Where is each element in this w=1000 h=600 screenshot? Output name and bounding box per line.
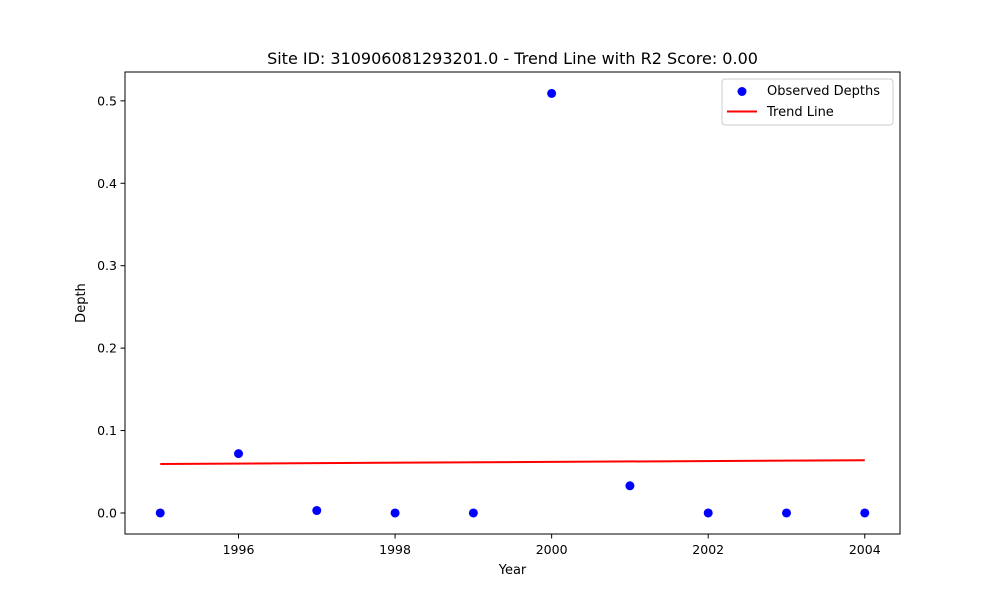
legend-frame	[721, 78, 894, 126]
y-tick-label: 0.0	[97, 505, 117, 520]
legend-label-observed-depths: Observed Depths	[767, 84, 880, 99]
x-axis: 1996 1998 2000 2002 2004	[223, 534, 881, 557]
y-axis: 0.0 0.1 0.2 0.3 0.4 0.5	[97, 93, 125, 520]
data-point	[703, 508, 713, 518]
y-tick-label: 0.2	[97, 341, 117, 356]
data-point	[860, 508, 870, 518]
x-tick-label: 2002	[692, 542, 724, 557]
y-tick-label: 0.3	[97, 258, 117, 273]
plot-content	[155, 88, 870, 518]
y-tick-label: 0.5	[97, 93, 117, 108]
plot-frame	[124, 71, 901, 535]
y-axis-label: Depth	[74, 283, 89, 323]
data-point	[312, 506, 322, 516]
data-point	[234, 449, 244, 459]
y-tick-label: 0.4	[97, 176, 117, 191]
data-point	[155, 508, 165, 518]
x-tick-label: 1996	[223, 542, 255, 557]
x-tick-label: 1998	[379, 542, 411, 557]
trend-line	[160, 459, 865, 465]
data-point	[625, 481, 635, 491]
data-point	[781, 508, 791, 518]
data-point	[390, 508, 400, 518]
x-axis-label: Year	[498, 563, 527, 578]
chart-title: Site ID: 310906081293201.0 - Trend Line …	[267, 49, 758, 68]
x-tick-label: 2000	[536, 542, 568, 557]
legend-marker-observed-depths	[737, 87, 747, 96]
x-tick-label: 2004	[849, 542, 881, 557]
data-point	[547, 88, 557, 98]
legend-label-trend-line: Trend Line	[766, 105, 834, 120]
data-point	[468, 508, 478, 518]
legend: Observed Depths Trend Line	[721, 78, 894, 126]
y-tick-label: 0.1	[97, 423, 117, 438]
